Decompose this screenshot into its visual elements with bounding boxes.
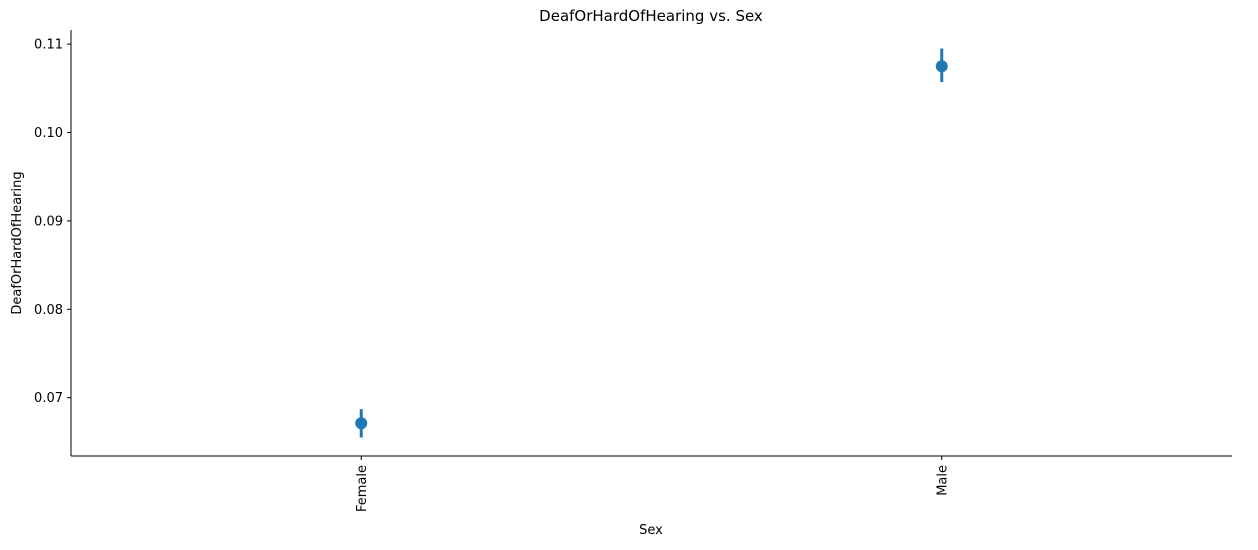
y-axis-label: DeafOrHardOfHearing <box>10 171 25 314</box>
y-tick-label: 0.11 <box>34 38 63 53</box>
x-tick-label: Female <box>355 465 370 512</box>
y-tick-label: 0.09 <box>34 214 63 229</box>
x-tick-label: Male <box>935 465 950 496</box>
y-tick-label: 0.07 <box>34 391 63 406</box>
x-axis-ticks: Female Male <box>355 456 950 512</box>
y-tick-label: 0.10 <box>34 126 63 141</box>
data-point <box>935 60 948 73</box>
data-point <box>355 417 368 430</box>
data-marks <box>355 48 948 438</box>
y-tick-label: 0.08 <box>34 303 63 318</box>
chart-title: DeafOrHardOfHearing vs. Sex <box>539 7 763 25</box>
x-axis-label: Sex <box>639 523 663 538</box>
y-axis-ticks: 0.07 0.08 0.09 0.10 0.11 <box>34 38 71 406</box>
